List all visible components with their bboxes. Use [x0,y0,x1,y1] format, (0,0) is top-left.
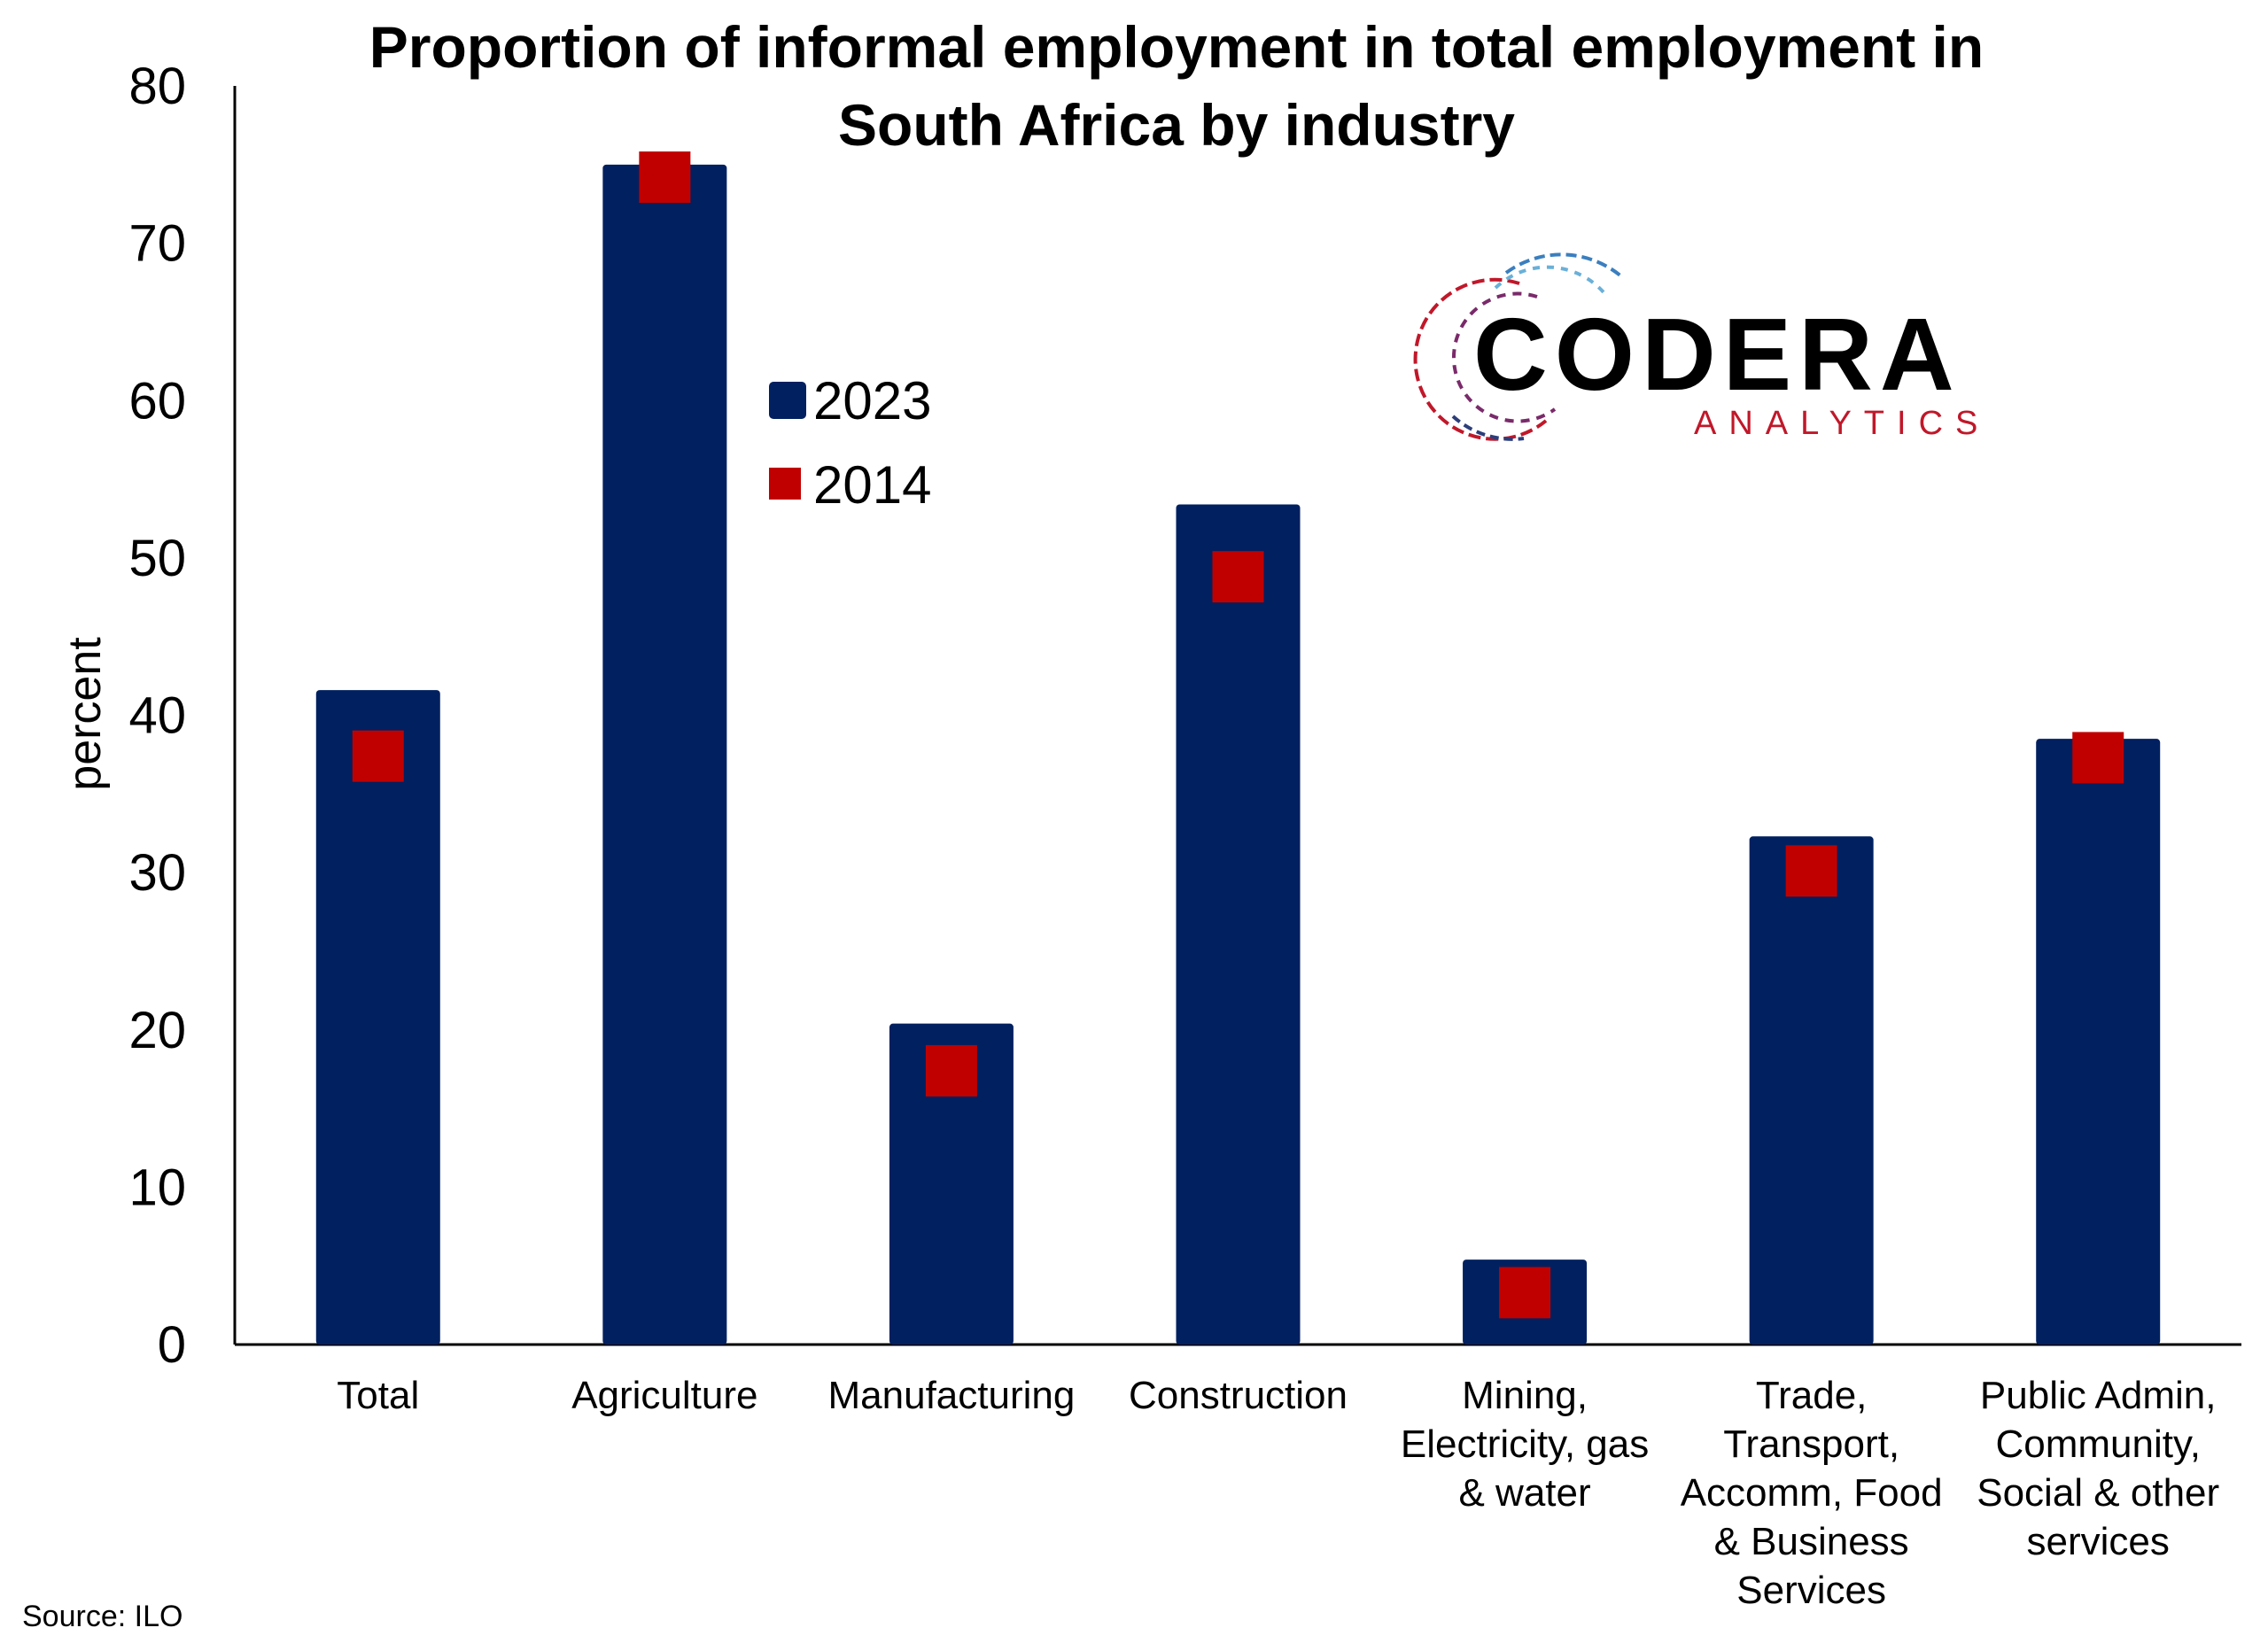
bar-2023 [602,164,727,1345]
category-label: Trade, Transport, Accomm, Food & Business Se… [1681,1374,1943,1612]
bar-2023 [889,1023,1014,1345]
marker-2014 [925,1044,977,1097]
category-label: Total [337,1374,419,1417]
marker-2014 [352,730,404,782]
y-tick-label: 40 [128,687,186,745]
marker-2014 [2072,732,2124,784]
logo-subtitle: ANALYTICS [1694,405,1990,442]
category-label: Manufacturing [828,1374,1076,1417]
marker-2014 [1785,845,1837,897]
bar-2023 [2036,739,2161,1345]
bars-2023 [315,164,2161,1345]
title-line: Proportion of informal employment in tot… [369,14,1984,80]
y-tick-label: 70 [128,215,186,273]
y-tick-label: 10 [128,1159,186,1216]
bar-2023 [315,690,440,1345]
y-tick-label: 0 [158,1316,186,1374]
source-note: Source: ILO [22,1600,183,1633]
category-label: Public Admin, Community, Social & other ser… [1977,1374,2219,1563]
axes: 0 10 20 30 40 50 60 70 80 [128,58,2241,1374]
y-tick-label: 50 [128,530,186,587]
y-tick-label: 30 [128,844,186,902]
y-tick-label: 80 [128,58,186,115]
category-label: Agriculture [571,1374,757,1417]
chart-title: Proportion of informal employment in tot… [369,14,1984,158]
legend-swatch-2023 [769,382,806,419]
category-label: Mining, Electricity, gas & water [1401,1374,1649,1515]
title-line: South Africa by industry [838,92,1515,158]
legend-label-2014: 2014 [813,455,931,515]
markers-2014 [352,151,2124,1319]
codera-logo: CODERA ANALYTICS [1413,252,1990,442]
marker-2014 [1499,1267,1551,1319]
logo-wordmark: CODERA [1473,297,1961,412]
legend-swatch-2014 [769,468,801,500]
category-label: Construction [1129,1374,1348,1417]
y-axis-label: percent [59,637,111,791]
bar-2023 [1749,836,1874,1345]
y-tick-label: 60 [128,372,186,430]
category-labels: Total Agriculture Manufacturing Constructio… [337,1374,2219,1612]
logo-arc-icon [1413,252,1623,441]
y-tick-label: 20 [128,1002,186,1059]
bar-2023 [1176,504,1301,1345]
legend: 2023 2014 [769,371,931,515]
legend-label-2023: 2023 [813,371,931,430]
marker-2014 [1212,551,1264,603]
marker-2014 [639,151,691,204]
